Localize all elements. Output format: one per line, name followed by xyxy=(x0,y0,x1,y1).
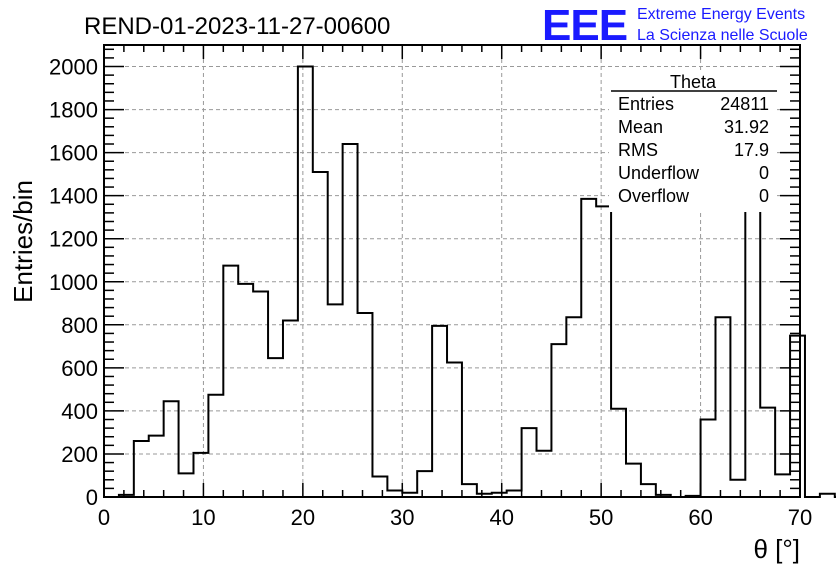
y-tick-label: 0 xyxy=(86,485,98,510)
y-tick-label: 800 xyxy=(61,313,98,338)
stats-label: Overflow xyxy=(618,186,690,206)
eee-logo-line1: Extreme Energy Events xyxy=(637,6,805,23)
eee-logo-line2: La Scienza nelle Scuole xyxy=(637,27,808,44)
x-axis-label: θ [°] xyxy=(753,534,800,564)
x-tick-label: 30 xyxy=(390,505,414,530)
stats-label: Underflow xyxy=(618,163,700,183)
y-tick-label: 1000 xyxy=(49,270,98,295)
chart-title: REND-01-2023-11-27-00600 xyxy=(84,13,390,40)
grid xyxy=(103,45,801,498)
stats-value: 0 xyxy=(759,163,769,183)
eee-logo-mark: EEE xyxy=(542,1,627,50)
y-tick-label: 1600 xyxy=(49,141,98,166)
plot-frame xyxy=(103,44,801,498)
x-tick-label: 50 xyxy=(589,505,613,530)
stats-value: 31.92 xyxy=(724,117,769,137)
y-tick-label: 2000 xyxy=(49,55,98,80)
axis-ticks xyxy=(103,45,801,498)
y-tick-label: 1200 xyxy=(49,227,98,252)
y-tick-labels: 0 200 400 600 800 1000 1200 1400 1600 1800 2000 xyxy=(49,55,98,510)
stats-value: 0 xyxy=(759,186,769,206)
x-tick-labels: 0 10 20 30 40 50 60 70 xyxy=(98,505,812,530)
x-tick-label: 40 xyxy=(489,505,513,530)
stats-box-bg xyxy=(609,72,777,212)
histogram-line xyxy=(104,65,836,498)
stats-name: Theta xyxy=(670,72,717,92)
y-tick-label: 600 xyxy=(61,356,98,381)
x-tick-label: 60 xyxy=(688,505,712,530)
y-tick-label: 1800 xyxy=(49,98,98,123)
stats-label: Entries xyxy=(618,94,674,114)
stats-box: Theta Entries 24811 Mean 31.92 RMS 17.9 Underf… xyxy=(609,72,777,212)
y-tick-label: 1400 xyxy=(49,184,98,209)
x-tick-label: 20 xyxy=(291,505,315,530)
stats-label: Mean xyxy=(618,117,663,137)
x-tick-label: 0 xyxy=(98,505,110,530)
stats-value: 24811 xyxy=(720,94,769,114)
x-tick-label: 70 xyxy=(788,505,812,530)
y-axis-label: Entries/bin xyxy=(8,180,38,303)
y-tick-label: 400 xyxy=(61,399,98,424)
x-tick-label: 10 xyxy=(191,505,215,530)
y-tick-label: 200 xyxy=(61,442,98,467)
eee-logo: EEE Extreme Energy Events La Scienza nel… xyxy=(542,1,808,50)
stats-value: 17.9 xyxy=(734,140,769,160)
stats-label: RMS xyxy=(618,140,658,160)
